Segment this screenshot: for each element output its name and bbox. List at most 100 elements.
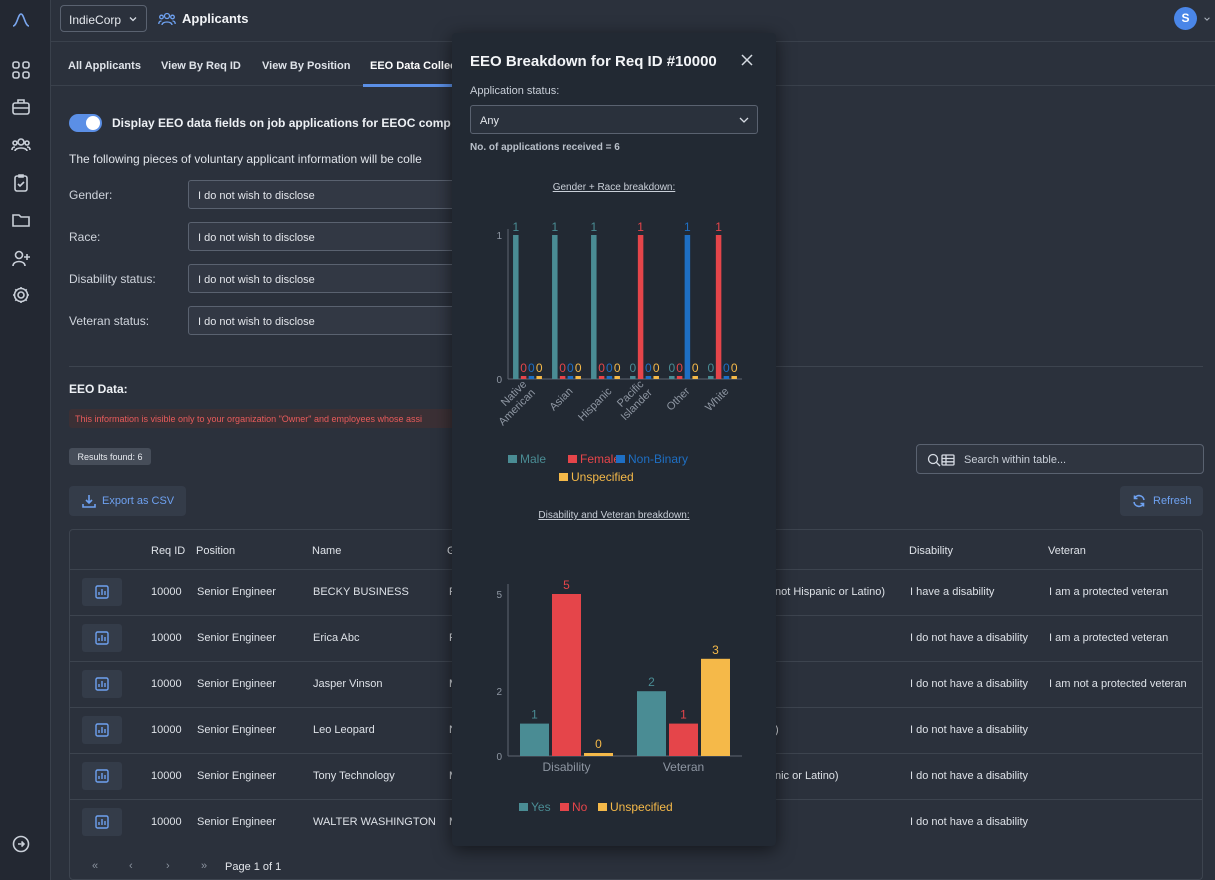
cell-position: Senior Engineer — [197, 724, 276, 736]
view-chart-button[interactable] — [82, 670, 122, 698]
nav-rail — [0, 0, 51, 880]
legend-swatch — [568, 455, 577, 463]
avatar[interactable]: S — [1174, 7, 1197, 30]
user-plus-icon[interactable] — [9, 246, 33, 270]
tab-all-applicants[interactable]: All Applicants — [68, 60, 141, 72]
chart-title: Gender + Race breakdown: — [553, 182, 676, 193]
bar-unspecified — [536, 376, 542, 379]
search-input[interactable]: Search within table... — [964, 454, 1067, 466]
legend-label: Non-Binary — [628, 452, 688, 466]
status-select[interactable]: Any — [470, 105, 758, 134]
legend-swatch — [559, 473, 568, 481]
data-label: 0 — [676, 361, 683, 375]
bar-yes — [520, 723, 549, 756]
cell-veteran: I am a protected veteran — [1049, 586, 1169, 598]
column-header-position[interactable]: Position — [196, 545, 236, 557]
data-label: 1 — [512, 220, 519, 234]
cell-name: WALTER WASHINGTON — [313, 816, 436, 828]
data-label: 3 — [712, 643, 719, 657]
toggle-knob — [86, 116, 100, 130]
x-tick-label: Disability — [542, 760, 590, 774]
chevron-down-icon[interactable] — [1203, 15, 1211, 23]
table-search[interactable]: Search within table... — [916, 444, 1204, 474]
cell-disability: I do not have a disability — [910, 632, 1029, 644]
data-label: 5 — [563, 578, 570, 592]
x-tick-label: Other — [665, 385, 693, 413]
bar-chart-icon — [95, 815, 109, 829]
sign-out-icon[interactable] — [9, 832, 33, 856]
race-select[interactable]: I do not wish to disclose — [188, 222, 458, 251]
bar-male — [552, 235, 558, 379]
export-csv-button[interactable]: Export as CSV — [69, 486, 186, 516]
bar-unspecified — [575, 376, 581, 379]
clipboard-icon[interactable] — [9, 171, 33, 195]
legend-swatch — [508, 455, 517, 463]
eeo-visibility-note: This information is visible only to your… — [69, 409, 459, 428]
cell-disability: I do not have a disability — [910, 678, 1029, 690]
last-page-icon[interactable]: » — [201, 860, 208, 872]
disability-label: Disability status: — [69, 272, 156, 286]
chevron-down-icon — [739, 117, 749, 123]
eeo-display-toggle[interactable] — [69, 114, 102, 132]
tab-eeo-data-collection[interactable]: EEO Data Collec — [370, 60, 457, 72]
cell-disability: I have a disability — [910, 586, 995, 598]
column-header-disability[interactable]: Disability — [909, 545, 954, 557]
cell-req-id: 10000 — [151, 770, 182, 782]
view-chart-button[interactable] — [82, 624, 122, 652]
prev-page-icon[interactable]: ‹ — [129, 860, 133, 872]
cell-req-id: 10000 — [151, 678, 182, 690]
close-icon[interactable] — [740, 53, 754, 67]
org-switcher[interactable]: IndieCorp — [60, 5, 147, 32]
tab-view-by-position[interactable]: View By Position — [262, 60, 351, 72]
column-header-gender[interactable]: G — [447, 545, 456, 557]
legend-label: Yes — [531, 800, 551, 814]
briefcase-icon[interactable] — [9, 95, 33, 119]
data-label: 0 — [629, 361, 636, 375]
chevron-down-icon — [129, 17, 137, 22]
x-tick-label: PacificIslander — [610, 378, 655, 423]
data-label: 1 — [551, 220, 558, 234]
cell-position: Senior Engineer — [197, 586, 276, 598]
data-label: 0 — [606, 361, 613, 375]
view-chart-button[interactable] — [82, 716, 122, 744]
first-page-icon[interactable]: « — [92, 860, 99, 872]
cell-name: Tony Technology — [313, 770, 395, 782]
bar-male — [708, 376, 714, 379]
disability-select[interactable]: I do not wish to disclose — [188, 264, 458, 293]
refresh-label: Refresh — [1153, 495, 1192, 507]
grid-icon[interactable] — [9, 58, 33, 82]
veteran-label: Veteran status: — [69, 314, 150, 328]
view-chart-button[interactable] — [82, 762, 122, 790]
data-label: 0 — [668, 361, 675, 375]
next-page-icon[interactable]: › — [166, 860, 170, 872]
logo-icon[interactable] — [9, 8, 33, 32]
data-label: 0 — [614, 361, 621, 375]
application-count: No. of applications received = 6 — [470, 142, 620, 153]
refresh-button[interactable]: Refresh — [1120, 486, 1203, 516]
cell-name: Erica Abc — [313, 632, 360, 644]
results-badge: Results found: 6 — [69, 448, 151, 465]
gear-icon[interactable] — [9, 283, 33, 307]
cell-veteran: I am a protected veteran — [1049, 632, 1169, 644]
data-label: 0 — [653, 361, 660, 375]
users-icon[interactable] — [9, 133, 33, 157]
tab-view-by-req-id[interactable]: View By Req ID — [161, 60, 241, 72]
folder-icon[interactable] — [9, 208, 33, 232]
view-chart-button[interactable] — [82, 808, 122, 836]
bar-female — [520, 376, 527, 379]
veteran-select[interactable]: I do not wish to disclose — [188, 306, 458, 335]
gender-label: Gender: — [69, 188, 113, 202]
eeo-data-title: EEO Data: — [69, 382, 128, 396]
bar-unspecified — [584, 753, 613, 756]
column-header-veteran[interactable]: Veteran — [1048, 545, 1086, 557]
cell-position: Senior Engineer — [197, 770, 276, 782]
gender-select[interactable]: I do not wish to disclose — [188, 180, 458, 209]
data-label: 0 — [598, 361, 605, 375]
cell-name: Jasper Vinson — [313, 678, 383, 690]
column-header-name[interactable]: Name — [312, 545, 342, 557]
bar-non-binary — [723, 376, 730, 379]
view-chart-button[interactable] — [82, 578, 122, 606]
cell-race: not Hispanic or Latino) — [775, 586, 886, 598]
column-header-req-id[interactable]: Req ID — [151, 545, 186, 557]
